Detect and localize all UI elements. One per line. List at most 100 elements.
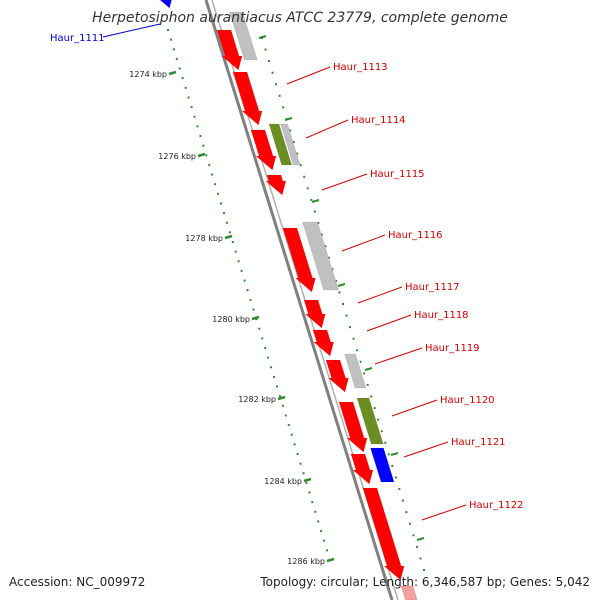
scale-dot	[412, 534, 415, 537]
gene-leader-line	[374, 347, 423, 365]
accession-text: Accession: NC_009972	[9, 575, 146, 589]
feature-grey	[229, 11, 258, 61]
scale-dot	[249, 298, 252, 301]
gene-leader-line	[341, 234, 386, 252]
scale-dot	[275, 83, 278, 86]
feature-pink	[400, 585, 418, 600]
scale-dot	[308, 491, 311, 494]
scale-dot	[366, 383, 369, 386]
scale-dot	[264, 347, 267, 349]
scale-dot	[214, 183, 217, 186]
scale-dot	[252, 308, 255, 311]
scale-dot	[175, 57, 178, 60]
cds-arrow	[362, 487, 405, 581]
scale-dot	[211, 173, 214, 176]
tick-label: 1280 kbp	[212, 315, 250, 324]
scale-dot	[275, 385, 278, 388]
scale-dot	[327, 256, 330, 259]
scale-dot	[401, 499, 404, 502]
tick-mark	[224, 234, 233, 240]
scale-dot	[299, 462, 302, 465]
scale-dot	[352, 337, 355, 340]
scale-dot	[384, 441, 387, 444]
scale-dot	[199, 135, 202, 137]
tick-mark	[168, 70, 177, 76]
scale-dot	[289, 129, 292, 132]
scale-dot	[320, 233, 323, 236]
scale-dot	[273, 375, 276, 378]
scale-dot	[345, 314, 348, 317]
scale-dot	[394, 476, 397, 479]
scale-dot	[363, 372, 366, 375]
features-layer	[157, 0, 418, 600]
scale-dot	[324, 245, 327, 248]
gene-leader-line	[305, 119, 349, 139]
gene-leader-line	[357, 286, 403, 304]
gene-label-haur_1117: Haur_1117	[405, 282, 460, 293]
scale-dot	[187, 96, 190, 99]
map-title: Herpetosiphon aurantiacus ATCC 23779, co…	[92, 10, 508, 26]
scale-dot	[208, 163, 211, 166]
scale-dot	[178, 67, 181, 70]
scale-dot	[338, 291, 341, 294]
genome-summary-text: Topology: circular; Length: 6,346,587 bp…	[260, 575, 590, 589]
scale-dot	[284, 414, 287, 417]
scale-dot	[342, 303, 344, 305]
tick-label: 1282 kbp	[238, 395, 276, 404]
gene-label-haur_1113: Haur_1113	[333, 62, 388, 73]
scale-dot	[313, 210, 316, 213]
backbone-outer	[204, 0, 394, 600]
tick-label: 1284 kbp	[264, 477, 302, 486]
scale-dot	[356, 349, 359, 352]
scale-dot	[398, 488, 401, 491]
scale-dot	[419, 557, 422, 560]
scale-dot	[305, 481, 308, 484]
scale-dot	[359, 360, 362, 363]
scale-dash	[390, 452, 399, 456]
scale-dot	[243, 279, 246, 282]
scale-dot	[169, 38, 172, 41]
feature-green	[356, 397, 384, 445]
scale-dot	[217, 192, 220, 195]
scale-dot	[228, 231, 231, 234]
gene-leader-line	[421, 504, 467, 521]
scale-dot	[306, 187, 309, 190]
gene-label-haur_1114: Haur_1114	[351, 115, 406, 126]
feature-grey	[344, 353, 367, 389]
scale-dot	[268, 60, 271, 63]
tick-mark	[251, 315, 260, 321]
left-scale-track	[167, 29, 331, 561]
scale-dot	[373, 407, 376, 410]
scale-dot	[310, 198, 313, 201]
gene-leader-line	[391, 399, 438, 417]
scale-dash	[311, 199, 320, 203]
ticks-layer: 1274 kbp 1276 kbp 1278 kbp 1280 kbp 1282 kbp…	[129, 29, 425, 571]
scale-dot	[317, 222, 320, 225]
scale-dot	[237, 260, 240, 263]
scale-dot	[282, 106, 285, 109]
gene-label-haur_1116: Haur_1116	[388, 230, 443, 241]
scale-dot	[225, 221, 228, 224]
cds-arrow-blue	[157, 0, 173, 9]
scale-dot	[184, 86, 187, 89]
scale-dot	[314, 510, 317, 513]
scale-dash	[364, 367, 373, 371]
scale-dot	[391, 464, 394, 467]
gene-leader-line	[321, 173, 368, 191]
cds-arrow	[250, 129, 277, 171]
scale-dot	[278, 94, 281, 97]
scale-dot	[405, 511, 408, 514]
cds-arrow	[282, 227, 316, 293]
scale-dash	[416, 537, 425, 541]
gene-label-haur_1121: Haur_1121	[451, 437, 506, 448]
gene-leader-line	[403, 441, 449, 458]
scale-dash	[258, 35, 267, 39]
tick-label: 1274 kbp	[129, 70, 167, 79]
scale-dot	[377, 418, 380, 421]
scale-dash	[337, 283, 346, 287]
scale-dot	[234, 250, 237, 253]
gene-label-haur_1122: Haur_1122	[469, 500, 524, 511]
cds-arrow	[350, 453, 374, 485]
right-scale-track	[261, 37, 425, 571]
scale-dot	[380, 430, 383, 433]
